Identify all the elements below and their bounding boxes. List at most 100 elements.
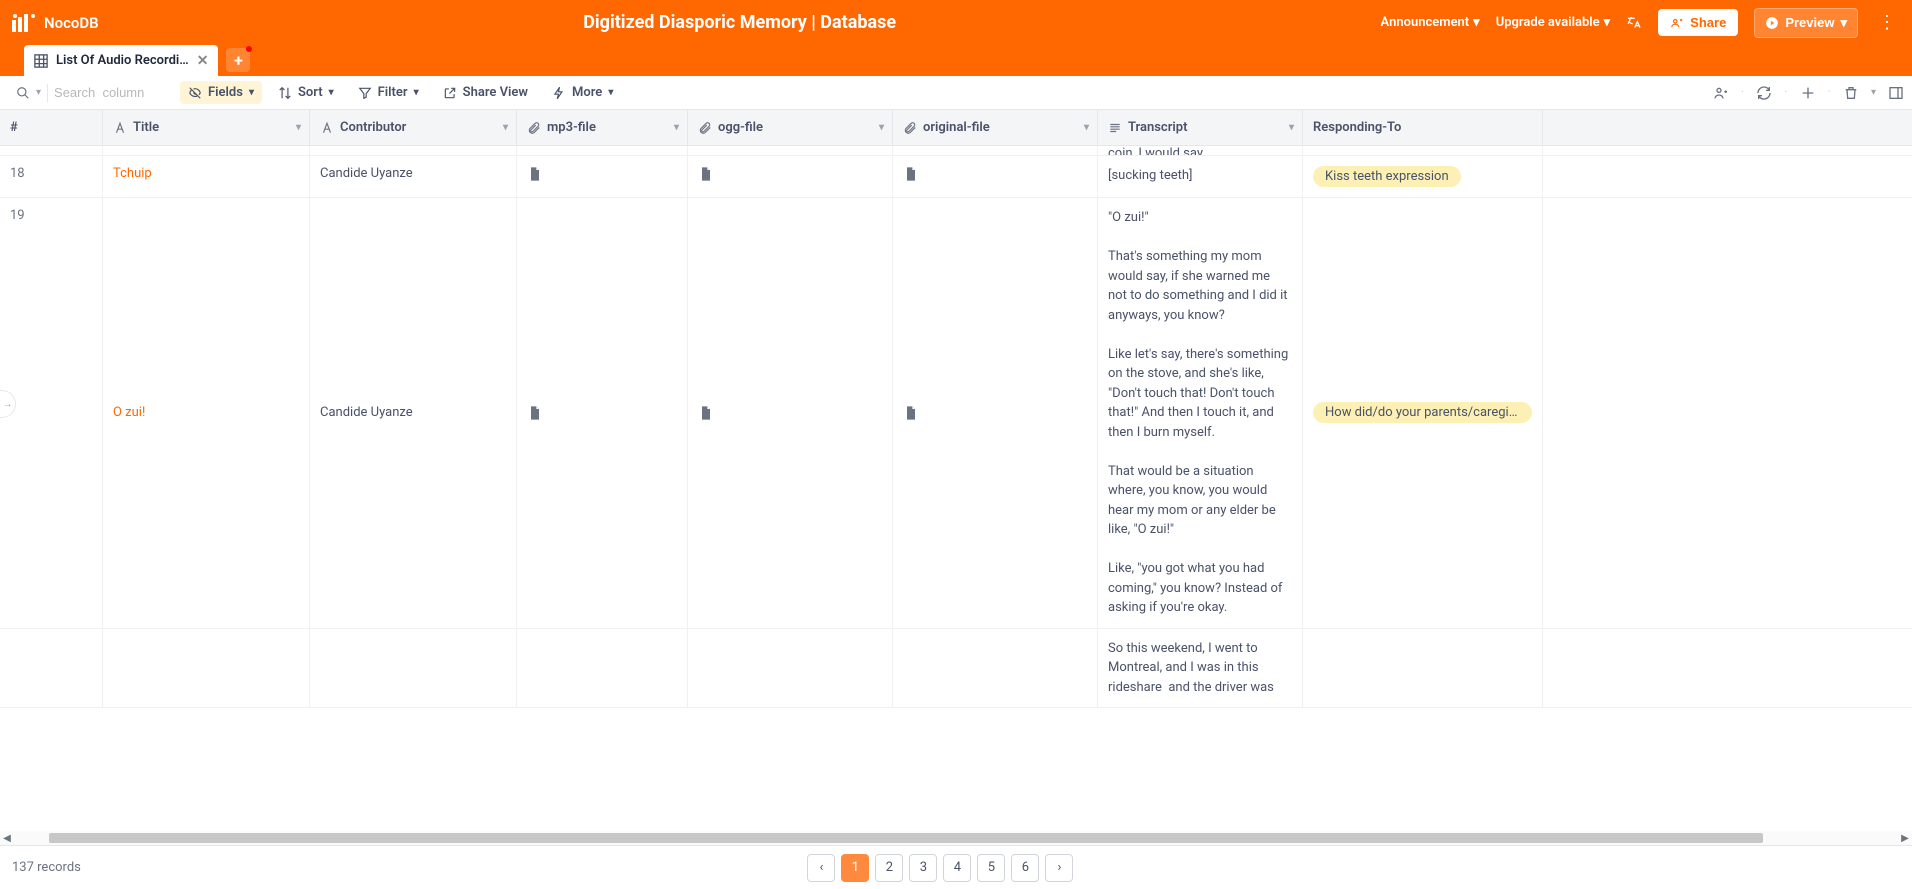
page-button[interactable]: 6 [1011, 854, 1039, 882]
table-row-partial: coin, I would say. [0, 146, 1912, 156]
pagination: ‹ 1 2 3 4 5 6 › [807, 854, 1073, 882]
external-link-icon [443, 86, 457, 100]
header-mp3[interactable]: mp3-file▾ [517, 110, 688, 145]
upgrade-link[interactable]: Upgrade available▾ [1496, 15, 1610, 30]
share-view-button[interactable]: Share View [435, 81, 536, 104]
scroll-left-icon[interactable]: ◀ [0, 833, 14, 844]
logo-area[interactable]: NocoDB [12, 14, 99, 32]
attachment-icon [698, 121, 712, 135]
add-row-icon[interactable] [1800, 85, 1816, 101]
cell-title[interactable]: Tchuip [103, 156, 310, 197]
file-icon [698, 405, 714, 421]
announcement-link[interactable]: Announcement▾ [1381, 15, 1480, 30]
header-responding-to[interactable]: Responding-To [1303, 110, 1543, 145]
cell-contributor: Candide Uyanze [310, 198, 517, 628]
sort-icon [278, 86, 292, 100]
topbar-right: Announcement▾ Upgrade available▾ Share P… [1381, 8, 1900, 38]
sort-button[interactable]: Sort▾ [270, 81, 342, 104]
share-icon [1670, 16, 1684, 30]
reload-icon[interactable] [1756, 85, 1772, 101]
file-icon [527, 405, 543, 421]
cell-mp3[interactable] [517, 156, 688, 197]
attachment-icon [527, 121, 541, 135]
topbar: NocoDB Digitized Diasporic Memory | Data… [0, 0, 1912, 45]
filter-button[interactable]: Filter▾ [350, 81, 427, 104]
attachment-icon [903, 121, 917, 135]
horizontal-scrollbar[interactable]: ◀ ▶ [0, 831, 1912, 845]
fields-button[interactable]: Fields▾ [180, 81, 262, 104]
table-row-partial: So this weekend, I went to Montreal, and… [0, 629, 1912, 709]
search-icon[interactable] [16, 86, 30, 100]
table-row[interactable]: 18 Tchuip Candide Uyanze [sucking teeth]… [0, 156, 1912, 198]
scroll-thumb[interactable] [49, 833, 1763, 843]
search-area: ▾ [8, 80, 172, 106]
page-button[interactable]: 3 [909, 854, 937, 882]
column-headers: # Title▾ Contributor▾ mp3-file▾ ogg-file… [0, 110, 1912, 146]
search-input[interactable] [54, 85, 164, 100]
table-row[interactable]: 19 O zui! Candide Uyanze "O zui!" That's… [0, 198, 1912, 629]
toolbar: ▾ Fields▾ Sort▾ Filter▾ Share View More▾… [0, 76, 1912, 110]
page-button[interactable]: 5 [977, 854, 1005, 882]
longtext-icon [1108, 121, 1122, 135]
text-icon [113, 121, 127, 135]
cell-mp3[interactable] [517, 198, 688, 628]
database-title: Digitized Diasporic Memory | Database [99, 12, 1381, 33]
sidebar-toggle-icon[interactable] [1888, 85, 1904, 101]
cell-title[interactable]: O zui! [103, 198, 310, 628]
tabs-row: List Of Audio Recordi… ✕ + [0, 45, 1912, 76]
page-next-button[interactable]: › [1045, 854, 1073, 882]
header-title[interactable]: Title▾ [103, 110, 310, 145]
share-button[interactable]: Share [1658, 9, 1738, 36]
cell-ogg[interactable] [688, 156, 893, 197]
file-icon [527, 166, 543, 182]
record-count: 137 records [12, 860, 81, 875]
header-ogg[interactable]: ogg-file▾ [688, 110, 893, 145]
cell-transcript: "O zui!" That's something my mom would s… [1098, 198, 1303, 628]
cell-transcript: [sucking teeth] [1098, 156, 1303, 197]
filter-icon [358, 86, 372, 100]
cell-original[interactable] [893, 156, 1098, 197]
translate-icon[interactable] [1626, 15, 1642, 31]
tag: Kiss teeth expression [1313, 166, 1461, 187]
header-transcript[interactable]: Transcript▾ [1098, 110, 1303, 145]
cell-ogg[interactable] [688, 198, 893, 628]
page-button[interactable]: 2 [875, 854, 903, 882]
toolbar-right: · · · ▾ [1713, 85, 1904, 101]
tab-label: List Of Audio Recordi… [56, 53, 189, 68]
delete-icon[interactable] [1843, 85, 1859, 101]
tag: How did/do your parents/caregivers/a… [1313, 402, 1532, 423]
file-icon [698, 166, 714, 182]
preview-button[interactable]: Preview▾ [1754, 8, 1858, 38]
rows-container[interactable]: coin, I would say. 18 Tchuip Candide Uya… [0, 146, 1912, 831]
page-button[interactable]: 4 [943, 854, 971, 882]
file-icon [903, 405, 919, 421]
page-button[interactable]: 1 [841, 854, 869, 882]
tab-active[interactable]: List Of Audio Recordi… ✕ [24, 45, 218, 76]
brand-text: NocoDB [44, 14, 99, 32]
cell-responding: Kiss teeth expression [1303, 156, 1543, 197]
play-icon [1765, 16, 1779, 30]
header-contributor[interactable]: Contributor▾ [310, 110, 517, 145]
users-icon[interactable] [1713, 85, 1729, 101]
header-row-number[interactable]: # [0, 110, 103, 145]
more-button[interactable]: More▾ [544, 81, 621, 104]
grid: → # Title▾ Contributor▾ mp3-file▾ ogg-fi… [0, 110, 1912, 845]
page-prev-button[interactable]: ‹ [807, 854, 835, 882]
close-icon[interactable]: ✕ [197, 53, 209, 69]
lightning-icon [552, 86, 566, 100]
file-icon [903, 166, 919, 182]
add-tab-button[interactable]: + [226, 48, 250, 72]
cell-row-number: 18 [0, 156, 103, 197]
text-icon [320, 121, 334, 135]
cell-contributor: Candide Uyanze [310, 156, 517, 197]
cell-responding: How did/do your parents/caregivers/a… [1303, 198, 1543, 628]
scroll-right-icon[interactable]: ▶ [1898, 833, 1912, 844]
cell-row-number: 19 [0, 198, 103, 628]
footer: 137 records ‹ 1 2 3 4 5 6 › [0, 845, 1912, 889]
nocodb-logo-icon [12, 14, 36, 32]
grid-icon [34, 54, 48, 68]
eye-off-icon [188, 86, 202, 100]
header-original[interactable]: original-file▾ [893, 110, 1098, 145]
kebab-menu-icon[interactable]: ⋮ [1874, 12, 1900, 33]
cell-original[interactable] [893, 198, 1098, 628]
